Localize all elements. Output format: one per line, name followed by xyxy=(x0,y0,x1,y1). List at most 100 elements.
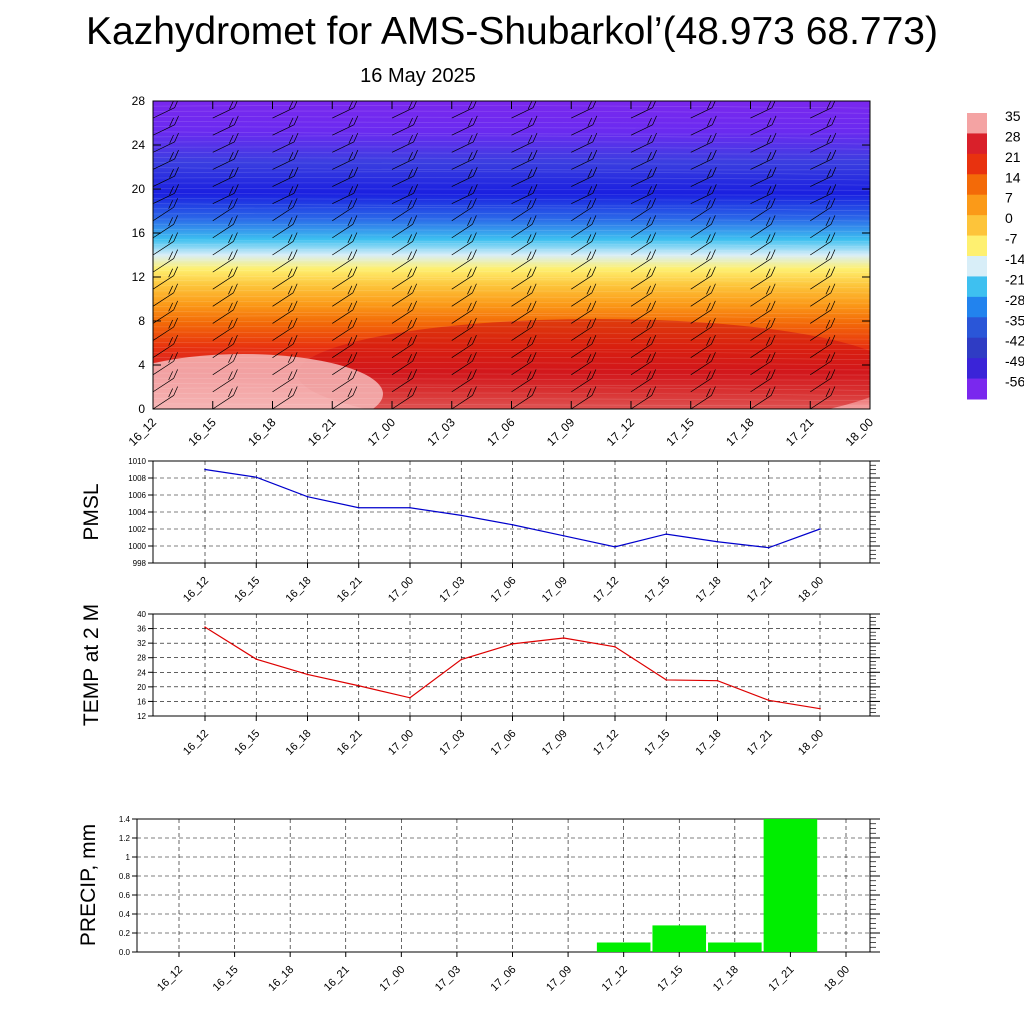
colorbar-label: 14 xyxy=(1005,169,1021,185)
temp-y-tick: 40 xyxy=(137,610,146,619)
temp-point xyxy=(614,645,616,648)
temp-y-tick: 36 xyxy=(137,625,146,634)
temp-x-tick: 16_12 xyxy=(181,728,211,758)
colorbar-label: -35 xyxy=(1005,312,1024,328)
precip-x-tick: 17_00 xyxy=(377,964,407,994)
colorbar-label: 28 xyxy=(1005,128,1021,144)
pmsl-point xyxy=(665,533,668,535)
pmsl-x-tick: 17_21 xyxy=(745,575,775,605)
precip-bar xyxy=(596,942,651,952)
cs-x-tick: 17_09 xyxy=(544,415,578,449)
pmsl-panel: 998 1000 1002 1004 1006 1008 1010 16_12 16_15 16_… xyxy=(80,457,880,605)
precip-x-tick: 17_09 xyxy=(544,964,574,994)
precip-x-tick: 18_00 xyxy=(822,964,852,994)
pmsl-point xyxy=(460,514,463,517)
colorbar-label: 21 xyxy=(1005,149,1021,165)
cs-x-tick: 16_18 xyxy=(245,415,279,449)
colorbar: 35 28 21 14 7 0 -7 -14 -21 -28 -35 -42 -49 -56 xyxy=(967,108,1024,400)
precip-x-tick: 16_18 xyxy=(266,964,296,994)
temp-y-tick: 20 xyxy=(137,683,146,692)
precip-y-tick: 0.0 xyxy=(119,948,131,957)
precip-x-tick: 16_15 xyxy=(211,964,241,994)
pmsl-point xyxy=(819,528,821,530)
pmsl-x-tick: 16_15 xyxy=(232,575,262,605)
colorbar-swatch xyxy=(967,133,987,155)
colorbar-label: -56 xyxy=(1005,374,1024,390)
temp-x-tick: 16_18 xyxy=(284,728,314,758)
colorbar-label: -28 xyxy=(1005,292,1024,308)
temp-x-tick: 17_06 xyxy=(489,728,519,758)
precip-panel: 0.0 0.2 0.4 0.6 0.8 1 1.2 1.4 16_12 16_15 16_18 16_… xyxy=(77,815,880,994)
colorbar-label: -7 xyxy=(1005,231,1018,247)
temp-point xyxy=(665,679,668,681)
pmsl-y-tick: 1010 xyxy=(128,457,146,466)
precip-y-tick: 0.2 xyxy=(119,929,131,938)
cs-y-tick: 0 xyxy=(138,402,145,416)
temp-x-tick: 17_18 xyxy=(694,728,724,758)
cs-x-tick: 17_12 xyxy=(604,415,638,449)
temp-point xyxy=(716,679,719,682)
pmsl-x-tick: 17_06 xyxy=(489,575,519,605)
cs-y-tick: 8 xyxy=(138,314,145,328)
colorbar-swatch xyxy=(967,194,987,216)
temp-x-tick: 17_12 xyxy=(591,728,621,758)
pmsl-x-tick: 17_12 xyxy=(591,575,621,605)
temp-x-tick: 17_15 xyxy=(642,728,672,758)
colorbar-label: 35 xyxy=(1005,108,1021,124)
cs-y-tick: 28 xyxy=(132,94,146,108)
pmsl-y-tick: 1002 xyxy=(128,525,146,534)
colorbar-label: -49 xyxy=(1005,353,1024,369)
precip-x-tick: 17_15 xyxy=(655,964,685,994)
temp-y-tick: 24 xyxy=(137,668,146,677)
precip-x-tick: 17_12 xyxy=(600,964,630,994)
cs-x-tick: 17_18 xyxy=(723,415,757,449)
temp-point xyxy=(562,637,565,639)
pmsl-point xyxy=(204,468,206,471)
cs-x-tick: 18_00 xyxy=(843,415,877,449)
cs-y-tick: 16 xyxy=(132,226,146,240)
pmsl-point xyxy=(306,495,309,498)
temp-ylabel: TEMP at 2 M xyxy=(80,604,103,726)
colorbar-label: 7 xyxy=(1005,190,1013,206)
temp-point xyxy=(255,658,258,660)
pmsl-y-tick: 998 xyxy=(133,559,147,568)
colorbar-swatch xyxy=(967,215,987,237)
pmsl-x-tick: 18_00 xyxy=(796,575,826,605)
cs-x-tick: 17_15 xyxy=(663,415,697,449)
colorbar-swatch xyxy=(967,358,987,380)
pmsl-ylabel: PMSL xyxy=(80,483,103,540)
precip-y-tick: 1.4 xyxy=(119,815,131,824)
pmsl-y-tick: 1004 xyxy=(128,508,146,517)
precip-x-tick: 17_03 xyxy=(433,964,463,994)
cs-y-tick: 4 xyxy=(138,358,145,372)
colorbar-label: -42 xyxy=(1005,333,1024,349)
temp-line xyxy=(204,626,821,710)
pmsl-point xyxy=(511,523,514,526)
pmsl-point xyxy=(409,506,411,509)
colorbar-swatch xyxy=(967,113,987,134)
colorbar-label: -21 xyxy=(1005,271,1024,287)
pmsl-x-tick: 17_18 xyxy=(694,575,724,605)
pmsl-x-tick: 16_18 xyxy=(284,575,314,605)
colorbar-swatch xyxy=(967,174,987,196)
precip-x-tick: 16_12 xyxy=(155,964,185,994)
cs-y-tick: 20 xyxy=(132,182,146,196)
temp-x-tick: 17_03 xyxy=(437,728,467,758)
precip-bar xyxy=(708,942,762,952)
pmsl-point xyxy=(255,476,258,478)
temp-x-tick: 17_00 xyxy=(386,728,416,758)
colorbar-swatch xyxy=(967,378,987,400)
pmsl-x-tick: 16_21 xyxy=(335,575,365,605)
temp-point xyxy=(204,626,206,628)
temp-point xyxy=(306,673,309,676)
temp-x-tick: 16_21 xyxy=(335,728,365,758)
temp-point xyxy=(409,696,411,699)
cs-x-tick: 16_15 xyxy=(185,415,219,449)
precip-bar xyxy=(763,819,818,952)
cross-section-panel: 0 4 8 12 16 20 24 28 16_12 16_15 16_18 16_21 17_00 17… xyxy=(126,94,877,449)
colorbar-swatch xyxy=(967,256,987,277)
colorbar-swatch xyxy=(967,317,987,339)
hot-surface xyxy=(153,354,383,409)
pmsl-x-tick: 16_12 xyxy=(181,575,211,605)
cs-y-tick: 24 xyxy=(132,138,146,152)
